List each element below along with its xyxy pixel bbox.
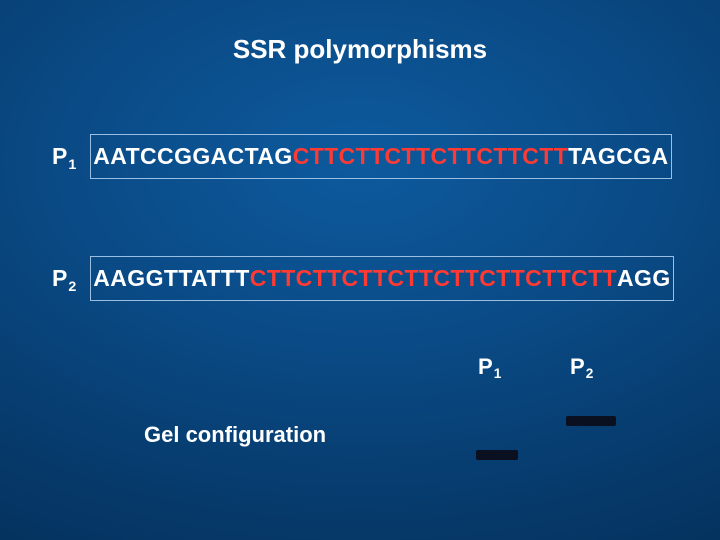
sequence-row-p1: P 1 AATCCGGACTAGCTTCTTCTTCTTCTTCTTTAGCGA	[52, 134, 672, 179]
sequence-label-p2-sub: 2	[68, 279, 76, 295]
sequence-row-p2: P 2 AAGGTTATTTCTTCTTCTTCTTCTTCTTCTTCTTAG…	[52, 256, 674, 301]
sequence-1-segment-3: TAGCGA	[568, 143, 668, 170]
gel-lane-label-1-base: P	[478, 354, 493, 380]
sequence-label-p2-base: P	[52, 265, 67, 292]
sequence-box-p1: AATCCGGACTAGCTTCTTCTTCTTCTTCTTTAGCGA	[90, 134, 671, 179]
sequence-2-segment-3: AGG	[617, 265, 671, 292]
sequence-1-segment-1: AATCCGGACTAG	[93, 143, 292, 170]
gel-lane-label-2: P2	[570, 354, 593, 380]
sequence-label-p2: P 2	[52, 265, 76, 292]
gel-lane-label-2-sub: 2	[586, 366, 594, 381]
gel-band-1	[476, 450, 518, 460]
gel-title: Gel configuration	[144, 422, 326, 448]
gel-lane-label-1: P1	[478, 354, 501, 380]
sequence-2-segment-1: AAGGTTATTT	[93, 265, 249, 292]
sequence-box-p2: AAGGTTATTTCTTCTTCTTCTTCTTCTTCTTCTTAGG	[90, 256, 673, 301]
gel-lane-label-2-base: P	[570, 354, 585, 380]
sequence-label-p1-base: P	[52, 143, 67, 170]
sequence-1-segment-2: CTTCTTCTTCTTCTTCTT	[293, 143, 568, 170]
gel-band-2	[566, 416, 616, 426]
gel-lane-label-1-sub: 1	[494, 366, 502, 381]
sequence-label-p1: P 1	[52, 143, 76, 170]
sequence-2-segment-2: CTTCTTCTTCTTCTTCTTCTTCTT	[250, 265, 617, 292]
gel-area: P1P2	[452, 354, 672, 504]
page-title: SSR polymorphisms	[0, 34, 720, 65]
sequence-label-p1-sub: 1	[68, 157, 76, 173]
